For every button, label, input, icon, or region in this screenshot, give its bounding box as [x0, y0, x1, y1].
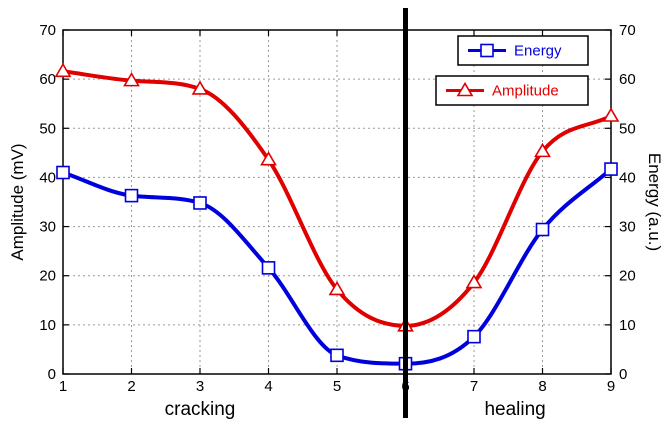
legend: Energy Amplitude: [435, 35, 589, 106]
x-tick-label: 9: [607, 378, 615, 395]
region-label-healing: healing: [484, 399, 545, 420]
data-point-energy: [193, 196, 207, 210]
data-point-energy: [604, 162, 618, 176]
y-tick-label: 50: [39, 120, 56, 137]
y2-tick-label: 0: [619, 366, 627, 383]
axis-ticks: 123456789010203040506070010203040506070: [39, 22, 635, 395]
x-tick-label: 7: [470, 378, 478, 395]
y2-tick-label: 20: [619, 268, 636, 285]
data-point-energy: [330, 348, 344, 363]
y-tick-label: 0: [48, 366, 56, 383]
y2-tick-label: 70: [619, 22, 636, 39]
data-point-energy: [124, 188, 139, 203]
y2-tick-label: 30: [619, 219, 636, 236]
data-point-energy: [467, 329, 481, 344]
legend-marker: [480, 43, 494, 58]
y-tick-label: 70: [39, 22, 56, 39]
y2-tick-label: 10: [619, 317, 636, 334]
series-amplitude: [54, 62, 620, 332]
data-point-energy: [535, 222, 550, 237]
y2-tick-label: 40: [619, 169, 636, 186]
y2-tick-label: 50: [619, 120, 636, 137]
y-tick-label: 30: [39, 219, 56, 236]
series-energy: [56, 162, 618, 371]
x-tick-label: 4: [264, 378, 272, 395]
data-point-energy: [56, 165, 70, 180]
y-tick-label: 40: [39, 169, 56, 186]
y2-axis-title: Energy (a.u.): [645, 153, 664, 251]
y-tick-label: 20: [39, 268, 56, 285]
data-point-amplitude: [602, 107, 620, 122]
x-tick-label: 1: [59, 378, 67, 395]
data-point-amplitude: [534, 142, 551, 158]
data-point-energy: [261, 261, 276, 275]
data-point-amplitude: [260, 151, 277, 166]
data-point-amplitude: [123, 72, 140, 87]
y-axis-title: Amplitude (mV): [8, 143, 27, 260]
data-point-amplitude: [191, 80, 209, 95]
x-tick-label: 5: [333, 378, 341, 395]
legend-label: Energy: [514, 43, 562, 60]
legend-item-energy: Energy: [457, 35, 589, 66]
x-tick-label: 2: [127, 378, 135, 395]
y-tick-label: 10: [39, 317, 56, 334]
x-tick-label: 3: [196, 378, 204, 395]
legend-label: Amplitude: [492, 83, 559, 100]
legend-item-amplitude: Amplitude: [435, 75, 589, 106]
y2-tick-label: 60: [619, 71, 636, 88]
y-tick-label: 60: [39, 71, 56, 88]
data-point-amplitude: [465, 274, 483, 289]
x-tick-label: 8: [538, 378, 546, 395]
data-point-amplitude: [328, 280, 346, 296]
region-label-cracking: cracking: [165, 399, 236, 420]
series-layer: [54, 62, 620, 371]
data-point-amplitude: [54, 62, 72, 78]
legend-marker: [456, 81, 474, 97]
